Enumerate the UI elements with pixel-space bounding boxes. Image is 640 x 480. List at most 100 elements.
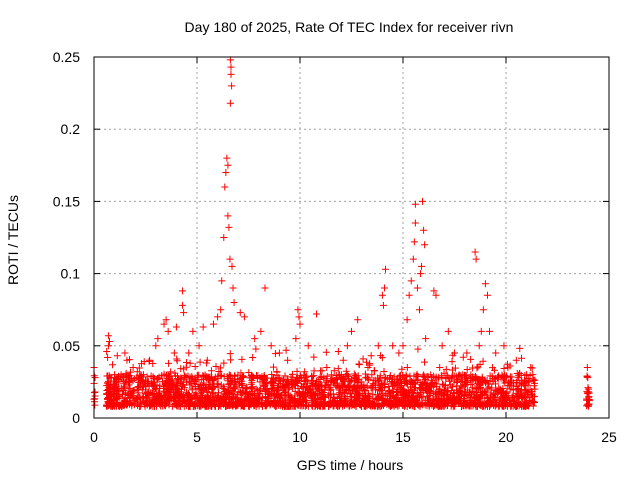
baseline-point <box>374 374 382 382</box>
y-tick-label: 0.25 <box>53 49 80 65</box>
baseline-point <box>406 376 414 384</box>
data-point <box>354 316 362 324</box>
baseline-point <box>506 373 514 381</box>
baseline-point <box>153 391 161 399</box>
baseline-point <box>367 384 375 392</box>
baseline-point <box>466 374 474 382</box>
data-point <box>217 306 225 314</box>
baseline-point <box>447 402 455 410</box>
data-point <box>323 363 331 371</box>
baseline-point <box>333 379 341 387</box>
baseline-point <box>229 399 237 407</box>
baseline-point <box>491 380 499 388</box>
baseline-point <box>214 372 222 380</box>
baseline-point <box>223 392 231 400</box>
baseline-point <box>284 391 292 399</box>
baseline-point <box>154 393 162 401</box>
baseline-point <box>409 380 417 388</box>
baseline-point <box>135 383 143 391</box>
baseline-point <box>506 362 514 370</box>
data-point <box>500 342 508 350</box>
data-point <box>154 335 162 343</box>
baseline-point <box>316 367 324 375</box>
baseline-point <box>173 387 181 395</box>
baseline-point <box>310 372 318 380</box>
baseline-point <box>217 364 225 372</box>
baseline-point <box>484 380 492 388</box>
baseline-point <box>279 400 287 408</box>
y-axis-label: ROTI / TECUs <box>5 195 21 285</box>
data-point <box>129 363 137 371</box>
data-point <box>185 349 193 357</box>
baseline-point <box>280 376 288 384</box>
baseline-point <box>316 373 324 381</box>
chart-title: Day 180 of 2025, Rate Of TEC Index for r… <box>185 19 514 35</box>
baseline-point <box>271 394 279 402</box>
baseline-point <box>268 377 276 385</box>
y-tick-label: 0.05 <box>53 338 80 354</box>
baseline-point <box>492 393 500 401</box>
baseline-point <box>196 385 204 393</box>
baseline-point <box>403 364 411 372</box>
baseline-point <box>278 382 286 390</box>
baseline-point <box>296 390 304 398</box>
baseline-point <box>387 388 395 396</box>
baseline-point <box>225 371 233 379</box>
data-point <box>584 385 592 393</box>
baseline-point <box>263 400 271 408</box>
baseline-point <box>414 391 422 399</box>
baseline-point <box>302 376 310 384</box>
baseline-point <box>171 393 179 401</box>
baseline-point <box>196 358 204 366</box>
baseline-point <box>160 370 168 378</box>
baseline-point <box>142 399 150 407</box>
baseline-point <box>121 396 129 404</box>
baseline-point <box>138 360 146 368</box>
data-point <box>294 306 302 314</box>
baseline-point <box>213 380 221 388</box>
baseline-point <box>583 373 591 381</box>
baseline-point <box>462 381 470 389</box>
y-tick-label: 0.1 <box>61 266 81 282</box>
baseline-point <box>255 395 263 403</box>
baseline-point <box>367 352 375 360</box>
data-point <box>195 342 203 350</box>
baseline-point <box>464 391 472 399</box>
baseline-point <box>206 382 214 390</box>
data-point <box>230 298 238 306</box>
baseline-point <box>435 399 443 407</box>
baseline-point <box>499 372 507 380</box>
baseline-point <box>347 392 355 400</box>
baseline-point <box>429 395 437 403</box>
data-point <box>133 368 141 376</box>
baseline-point <box>488 364 496 372</box>
baseline-point <box>157 394 165 402</box>
x-axis-label: GPS time / hours <box>297 457 404 473</box>
data-point <box>343 342 351 350</box>
baseline-point <box>336 386 344 394</box>
data-point <box>374 342 382 350</box>
baseline-point <box>169 383 177 391</box>
baseline-point <box>177 365 185 373</box>
baseline-point <box>112 384 120 392</box>
baseline-point <box>507 402 515 410</box>
baseline-point <box>247 372 255 380</box>
baseline-point <box>215 389 223 397</box>
baseline-point <box>121 378 129 386</box>
baseline-point <box>398 365 406 373</box>
baseline-point <box>462 372 470 380</box>
data-point <box>111 371 119 379</box>
baseline-point <box>483 394 491 402</box>
data-point <box>115 378 123 386</box>
baseline-point <box>432 390 440 398</box>
baseline-point <box>350 370 358 378</box>
baseline-point <box>258 394 266 402</box>
data-point <box>179 287 187 295</box>
baseline-point <box>302 401 310 409</box>
data-point <box>585 392 593 400</box>
baseline-point <box>161 380 169 388</box>
data-point <box>275 349 283 357</box>
baseline-point <box>285 402 293 410</box>
baseline-point <box>294 395 302 403</box>
baseline-point <box>193 393 201 401</box>
